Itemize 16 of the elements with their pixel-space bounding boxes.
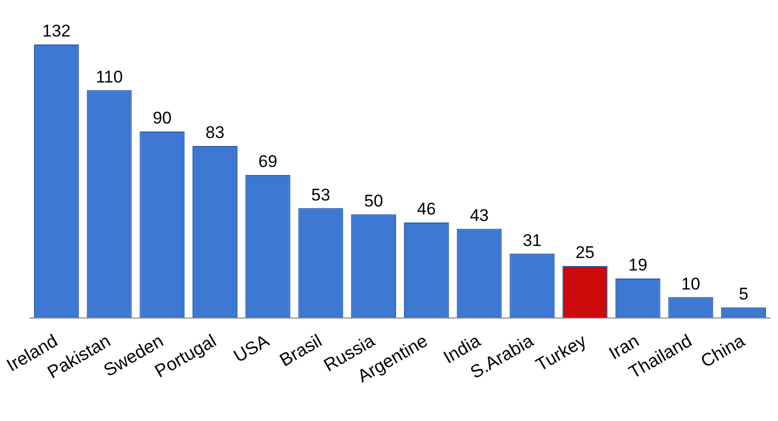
data-label: 10 — [681, 274, 700, 294]
data-label: 25 — [576, 243, 594, 262]
data-label: 46 — [416, 200, 436, 219]
data-label: 43 — [470, 206, 489, 225]
data-label: 110 — [96, 67, 123, 86]
data-label: 31 — [522, 230, 542, 250]
data-label: 50 — [364, 191, 384, 210]
data-label: 53 — [311, 185, 330, 204]
data-label: 69 — [258, 152, 278, 172]
x-tick-label: USA — [230, 330, 272, 366]
data-label: 132 — [42, 22, 71, 41]
data-label: 19 — [628, 256, 648, 275]
x-tick-label: China — [697, 330, 749, 372]
data-label: 5 — [738, 284, 748, 304]
data-label: 90 — [152, 108, 172, 128]
data-label: 83 — [206, 123, 224, 142]
